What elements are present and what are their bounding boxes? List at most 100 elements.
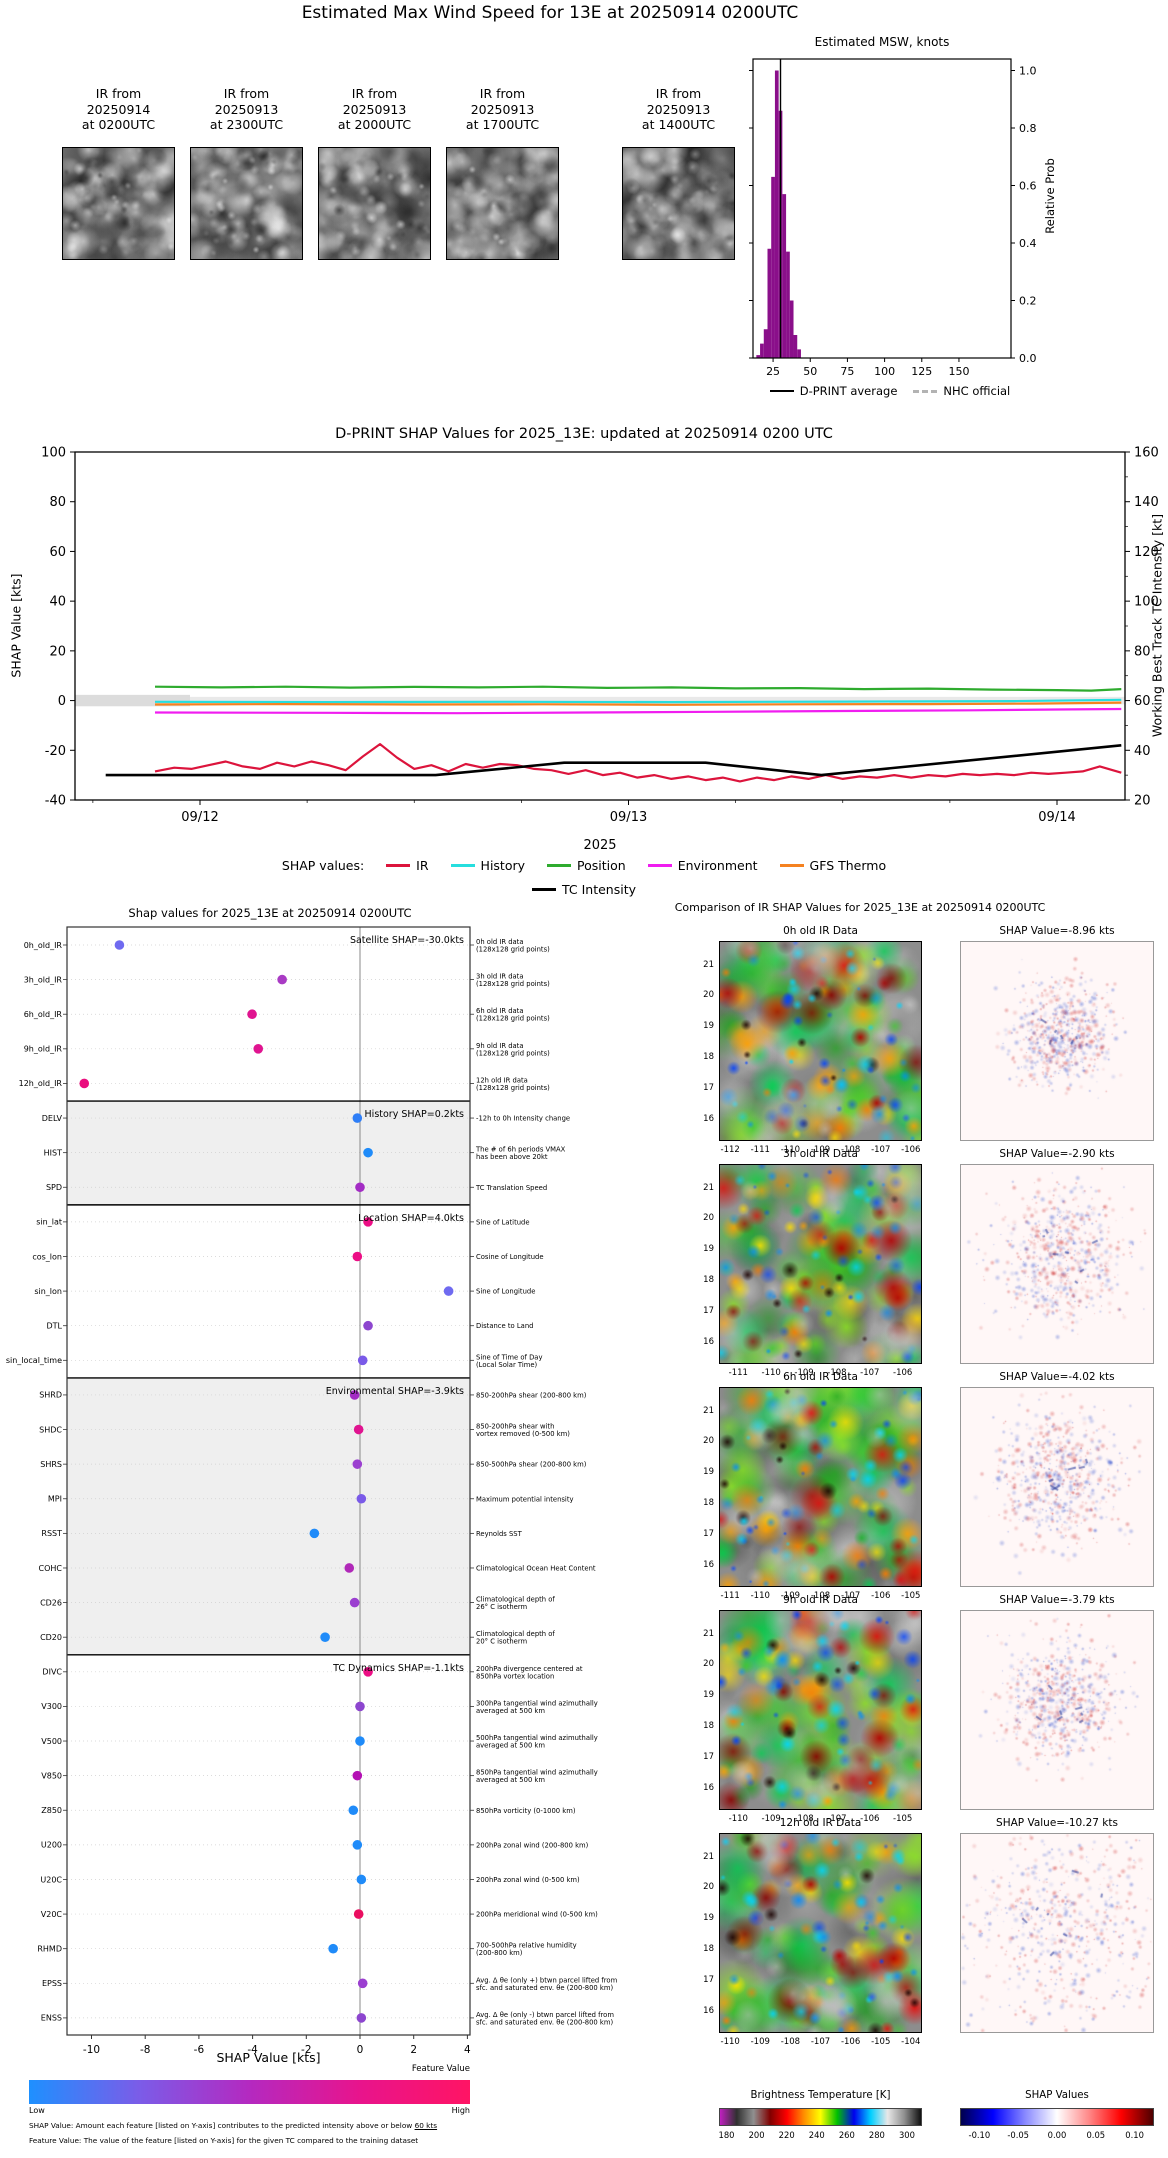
- longitude-tick-label: -109: [794, 1368, 814, 1378]
- latitude-tick-label: 17: [703, 1082, 714, 1093]
- latitude-tick-label: 19: [703, 1690, 714, 1701]
- latitude-tick-label: 16: [703, 1782, 714, 1793]
- ir-thumbnail-label: IR from 20250913 at 1400UTC: [641, 86, 716, 132]
- shap-timeseries-xlabel: 2025: [583, 838, 617, 853]
- feature-value-colorbar: [29, 2080, 470, 2104]
- longitude-tick-label: -109: [750, 2037, 770, 2047]
- shap-dotplot-chart: 0h_old_IR 3h_old_IR 6h_old_IR 9h_old_IR 12h_…: [6, 926, 618, 2056]
- longitude-tick-label: -107: [871, 1145, 891, 1155]
- longitude-tick-label: -111: [728, 1368, 748, 1378]
- longitude-tick-label: -106: [871, 1591, 891, 1601]
- longitude-tick-label: -105: [893, 1814, 913, 1824]
- svg-text:75: 75: [840, 365, 854, 378]
- latitude-tick-label: 18: [703, 1498, 714, 1508]
- shap-timeseries-ylabel-left: SHAP Value [kts]: [8, 573, 24, 678]
- shap-timeseries-legend-row2: TC Intensity: [0, 882, 1168, 897]
- shap-value-subtitle: SHAP Value=-10.27 kts: [996, 1817, 1118, 1829]
- legend-item-label: Environment: [677, 858, 758, 873]
- series-position: [154, 685, 1122, 692]
- svg-text:Climatological depth of: Climatological depth of: [476, 1596, 555, 1604]
- series-gfs-thermo: [154, 701, 1122, 706]
- svg-text:(128x128 grid points): (128x128 grid points): [476, 980, 550, 988]
- svg-text:Environmental SHAP=-3.9kts: Environmental SHAP=-3.9kts: [326, 1386, 464, 1397]
- footnote-shap-value: SHAP Value: Amount each feature [listed …: [29, 2121, 437, 2130]
- latitude-tick-label: 18: [703, 1275, 714, 1285]
- longitude-tick-label: -111: [750, 1145, 770, 1155]
- svg-text:-6: -6: [194, 2044, 205, 2056]
- ir-data-map: [719, 1164, 922, 1364]
- svg-text:850hPa vortex location: 850hPa vortex location: [476, 1672, 554, 1680]
- dotplot-feature-labels: 0h_old_IR 3h_old_IR 6h_old_IR 9h_old_IR 12h_…: [6, 941, 474, 2023]
- longitude-tick-label: -107: [827, 1814, 847, 1824]
- latitude-tick-label: 19: [703, 1913, 714, 1924]
- svg-text:-20: -20: [45, 744, 66, 759]
- shap-value-map: [960, 1833, 1154, 2033]
- svg-text:has been above 20kt: has been above 20kt: [476, 1153, 548, 1161]
- shap-timeseries-title: D-PRINT SHAP Values for 2025_13E: update…: [335, 426, 833, 442]
- pre-data-band: [75, 694, 190, 707]
- svg-text:V20C: V20C: [41, 1910, 63, 1919]
- legend-item-label: IR: [416, 858, 429, 873]
- dprint-average-swatch: [769, 390, 794, 392]
- footnote-shap-text: SHAP Value: Amount each feature [listed …: [29, 2121, 415, 2130]
- latitude-tick-label: 21: [703, 1405, 714, 1416]
- svg-text:sfc. and saturated env. θe (20: sfc. and saturated env. θe (200-800 km): [476, 1984, 613, 1992]
- shap-timeseries-ylabel-right: Working Best Track TC Intensity [kt]: [1149, 513, 1165, 738]
- longitude-tick-label: -108: [810, 1591, 831, 1601]
- svg-text:09/13: 09/13: [610, 810, 647, 825]
- footnote-60kts: 60 kts: [414, 2121, 438, 2130]
- feature-value-low-label: Low: [29, 2106, 45, 2115]
- legend-item-gfs-thermo: GFS Thermo: [779, 858, 886, 873]
- longitude-tick-label: -110: [761, 1368, 781, 1378]
- series-ir: [154, 743, 1122, 783]
- svg-text:200hPa meridional wind (0-500: 200hPa meridional wind (0-500 km): [476, 1911, 598, 1919]
- latitude-tick-label: 19: [703, 1021, 714, 1032]
- shap-values-colorbar-label: SHAP Values: [1025, 2090, 1089, 2101]
- svg-text:40: 40: [1134, 744, 1151, 759]
- shap-values-tick-label: 0.00: [1047, 2130, 1067, 2140]
- svg-text:200hPa divergence centered at: 200hPa divergence centered at: [476, 1665, 583, 1673]
- svg-text:Distance to Land: Distance to Land: [476, 1322, 533, 1330]
- dotplot-dots: [79, 940, 454, 2023]
- latitude-tick-label: 20: [703, 1436, 714, 1447]
- svg-text:The # of 6h periods VMAX: The # of 6h periods VMAX: [475, 1146, 566, 1154]
- svg-text:160: 160: [1134, 446, 1159, 461]
- svg-text:Climatological depth of: Climatological depth of: [476, 1630, 555, 1638]
- svg-text:0.8: 0.8: [1019, 122, 1037, 135]
- ir-thumbnail-image: [190, 147, 303, 260]
- svg-text:26° C isotherm: 26° C isotherm: [476, 1603, 528, 1611]
- svg-text:U200: U200: [41, 1841, 62, 1850]
- latitude-tick-label: 18: [703, 1944, 714, 1954]
- brightness-temperature-tick-label: 220: [778, 2130, 795, 2140]
- longitude-tick-label: -107: [860, 1368, 880, 1378]
- series-color-swatch: [647, 864, 672, 867]
- legend-item-position: Position: [547, 858, 626, 873]
- timeseries-frame: [74, 451, 1126, 801]
- svg-text:-2: -2: [301, 2044, 311, 2056]
- ir-data-subtitle: 6h old IR Data: [783, 1371, 858, 1383]
- svg-text:DTL: DTL: [46, 1322, 62, 1331]
- shap-value-map: [960, 1387, 1154, 1587]
- histogram-y-ticks: 0.0 0.2 0.4 0.6 0.8 1.0: [749, 65, 1037, 365]
- histogram-title: Estimated MSW, knots: [814, 35, 950, 49]
- svg-text:SHRS: SHRS: [40, 1460, 62, 1469]
- svg-text:850-500hPa shear (200-800 km): 850-500hPa shear (200-800 km): [476, 1461, 587, 1469]
- histogram-x-ticks: 25 50 75 100 125 150: [766, 358, 969, 378]
- svg-text:125: 125: [911, 365, 932, 378]
- svg-text:Satellite SHAP=-30.0kts: Satellite SHAP=-30.0kts: [350, 935, 464, 946]
- longitude-tick-label: -106: [901, 1145, 921, 1155]
- svg-text:DIVC: DIVC: [42, 1668, 62, 1677]
- svg-text:0.2: 0.2: [1019, 295, 1037, 308]
- svg-text:Cosine of Longitude: Cosine of Longitude: [476, 1253, 544, 1261]
- svg-text:cos_lon: cos_lon: [32, 1252, 62, 1261]
- latitude-tick-label: 21: [703, 1182, 714, 1193]
- svg-text:850-200hPa shear with: 850-200hPa shear with: [476, 1423, 554, 1431]
- legend-item-environment: Environment: [647, 858, 758, 873]
- latitude-tick-label: 20: [703, 990, 714, 1001]
- latitude-tick-label: 16: [703, 1113, 714, 1124]
- svg-text:(128x128 grid points): (128x128 grid points): [476, 946, 550, 954]
- ir-data-map: [719, 1610, 922, 1810]
- svg-text:Sine of Time of Day: Sine of Time of Day: [476, 1353, 543, 1361]
- svg-text:CD26: CD26: [40, 1598, 62, 1607]
- svg-text:0.0: 0.0: [1019, 352, 1037, 365]
